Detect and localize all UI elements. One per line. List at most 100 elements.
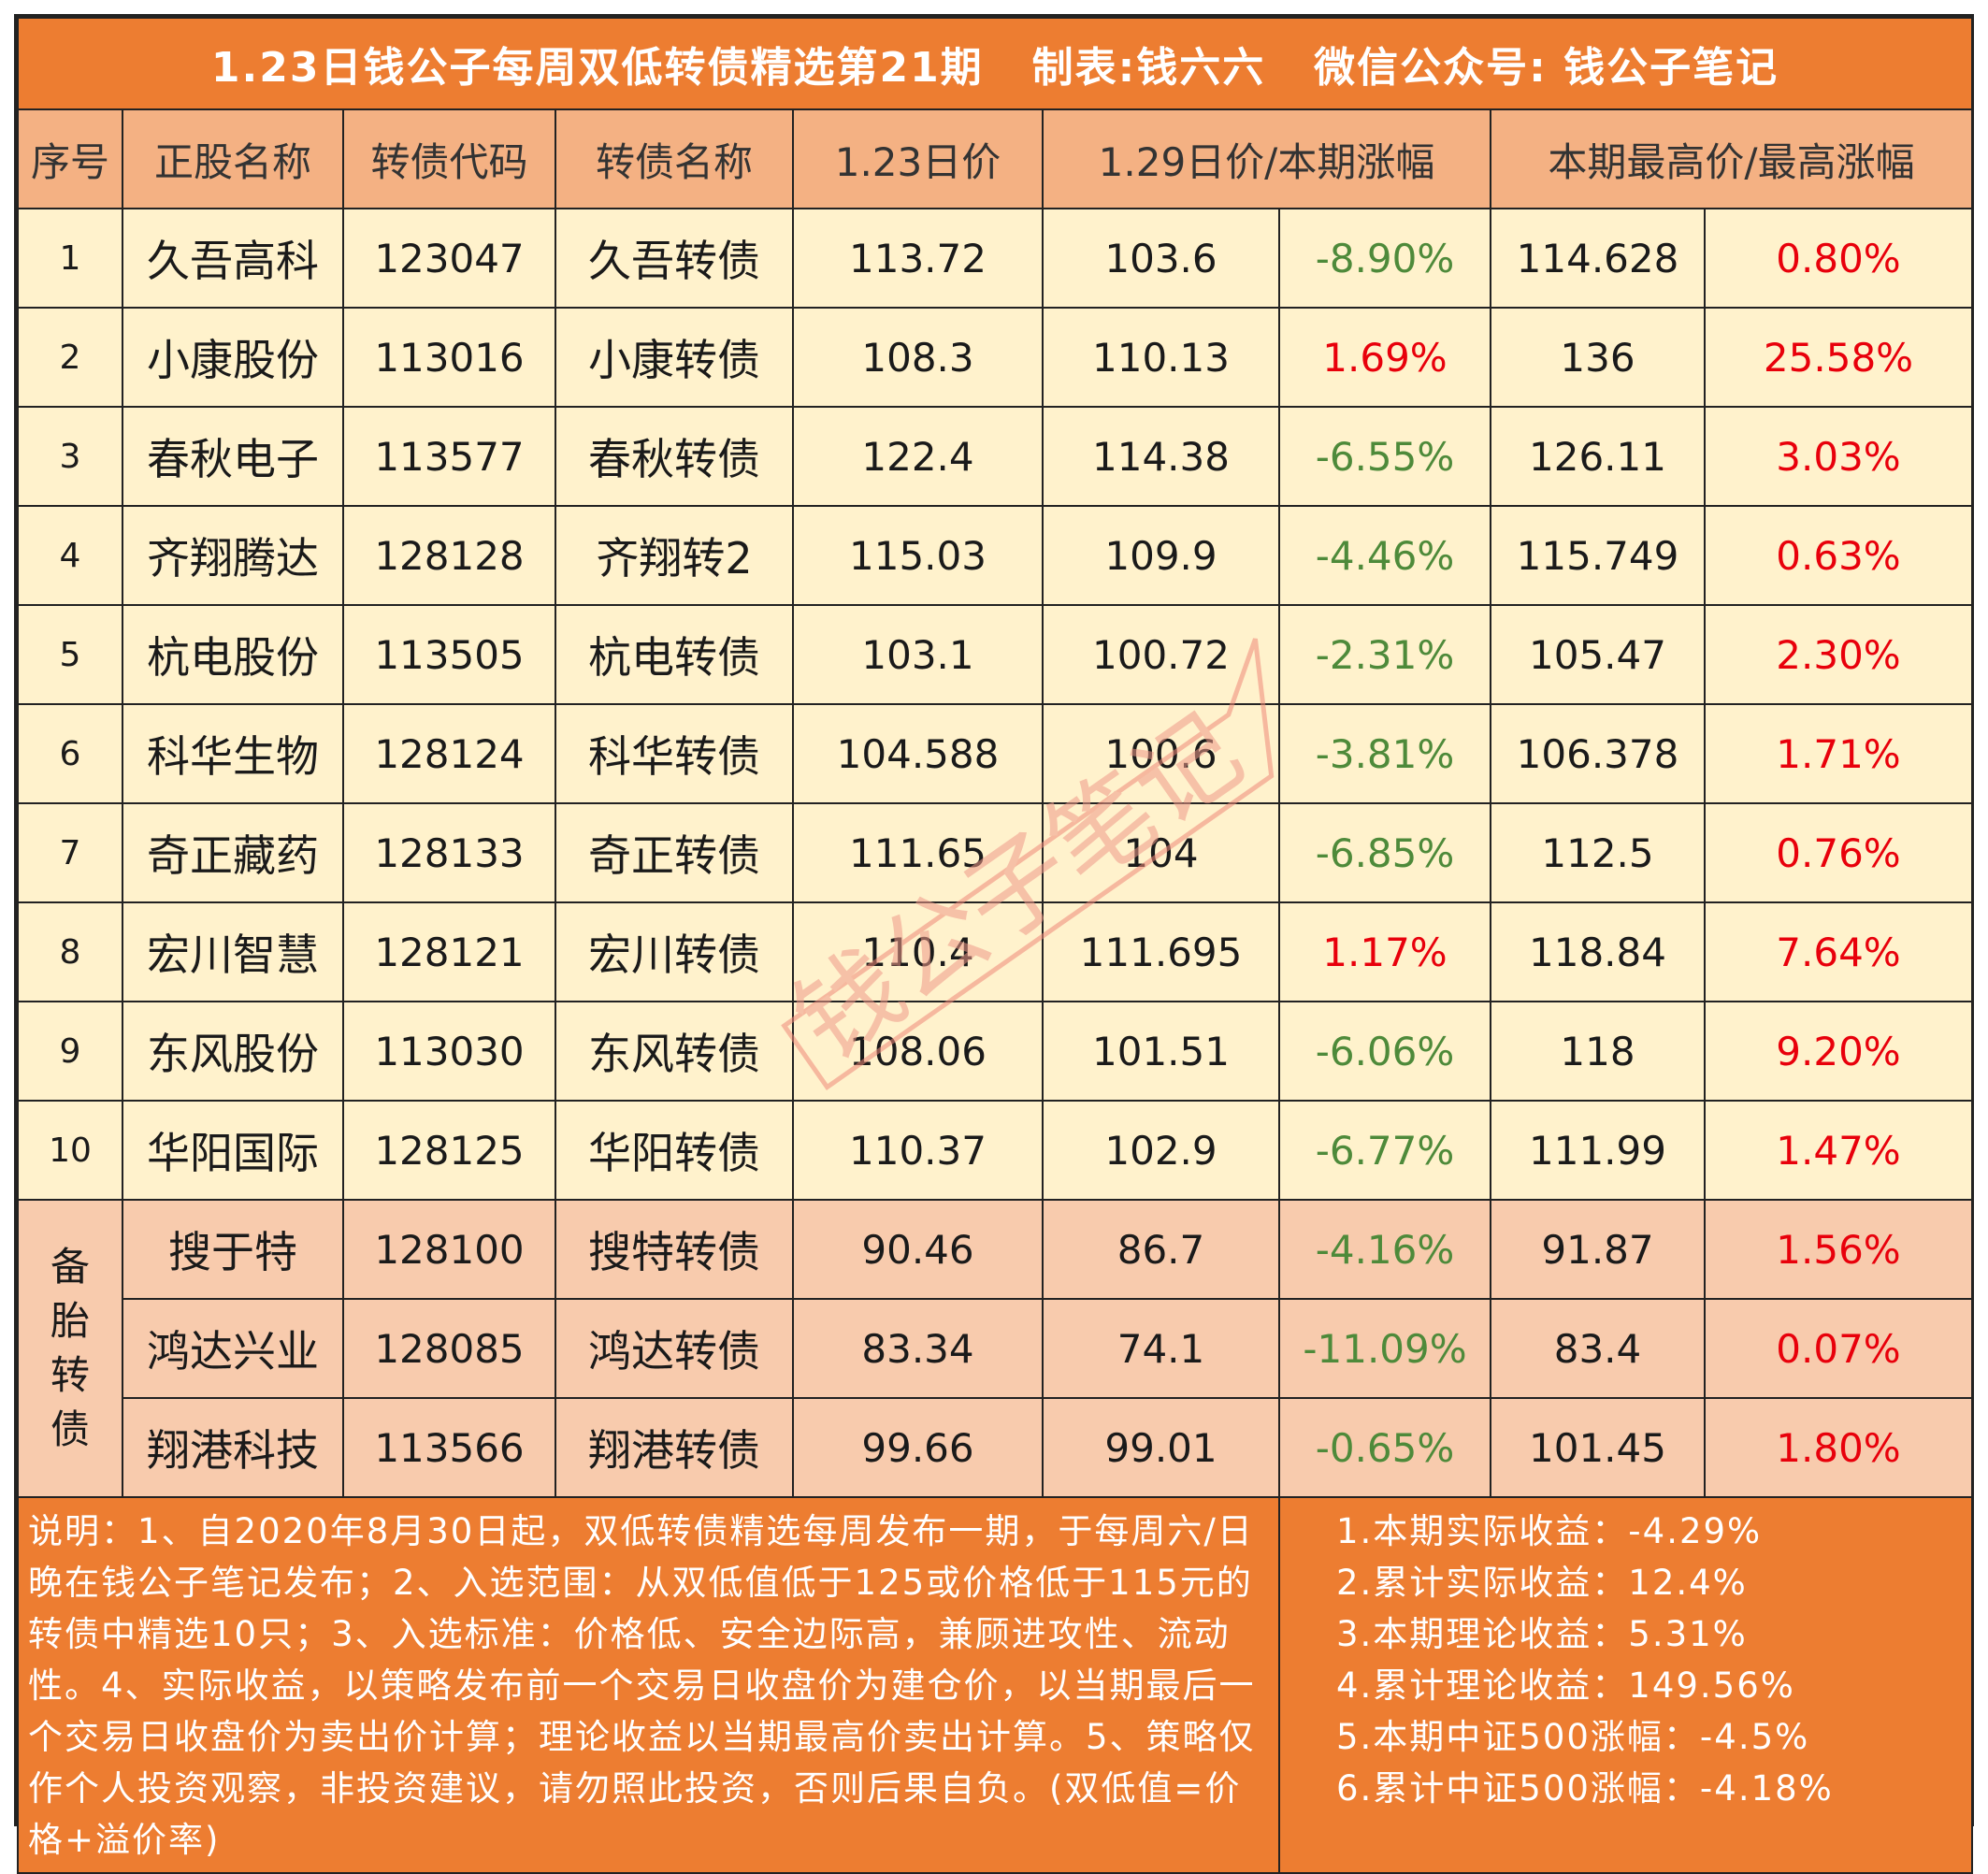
cell-change: 1.17%	[1278, 901, 1491, 1002]
cell-index: 2	[17, 307, 123, 408]
cell-stock-name: 华阳国际	[122, 1100, 344, 1201]
cell-high-change: 0.63%	[1704, 505, 1973, 606]
bond-table-sheet: 1.23日钱公子每周双低转债精选第21期 制表:钱六六 微信公众号: 钱公子笔记…	[14, 14, 1974, 1874]
cell-bond-name: 宏川转债	[555, 901, 794, 1002]
cell-bond-code: 128133	[342, 802, 556, 903]
notes-row: 说明：1、自2020年8月30日起，双低转债精选每周发布一期，于每周六/日晚在钱…	[17, 1496, 1973, 1874]
cell-high-change: 1.56%	[1704, 1199, 1973, 1300]
cell-change: -3.81%	[1278, 703, 1491, 804]
cell-high-price: 105.47	[1490, 604, 1706, 705]
spare-row: 备胎转债 搜于特 128100 搜特转债 90.46 86.7 -4.16% 91.87 1.5…	[17, 1199, 1973, 1498]
cell-price-end: 74.1	[1042, 1298, 1280, 1399]
cell-bond-name: 春秋转债	[555, 406, 794, 507]
cell-price-start: 111.65	[792, 802, 1044, 903]
cell-high-price: 91.87	[1490, 1199, 1706, 1300]
cell-bond-code: 113505	[342, 604, 556, 705]
cell-bond-code: 113016	[342, 307, 556, 408]
table-row: 8 宏川智慧 128121 宏川转债 110.4 111.695 1.17% 118.84 7.…	[17, 901, 1973, 1002]
summary-line: 2.累计实际收益：12.4%	[1336, 1563, 1748, 1603]
cell-change: -6.06%	[1278, 1001, 1491, 1102]
cell-high-change: 1.47%	[1704, 1100, 1973, 1201]
spare-row: 翔港科技 113566 翔港转债 99.66 99.01 -0.65% 101.45 1.80…	[18, 1397, 1973, 1498]
cell-bond-name: 搜特转债	[555, 1199, 794, 1300]
cell-price-end: 110.13	[1042, 307, 1280, 408]
cell-bond-name: 华阳转债	[555, 1100, 794, 1201]
spare-label-text: 备胎转债	[50, 1244, 90, 1452]
bond-table: 1.23日钱公子每周双低转债精选第21期 制表:钱六六 微信公众号: 钱公子笔记…	[17, 17, 1973, 1874]
cell-bond-name: 小康转债	[555, 307, 794, 408]
cell-price-end: 109.9	[1042, 505, 1280, 606]
cell-high-price: 106.378	[1490, 703, 1706, 804]
cell-index: 3	[17, 406, 123, 507]
cell-price-end: 102.9	[1042, 1100, 1280, 1201]
cell-stock-name: 科华生物	[122, 703, 344, 804]
cell-price-start: 122.4	[792, 406, 1044, 507]
cell-price-start: 108.3	[792, 307, 1044, 408]
cell-index: 1	[17, 208, 123, 309]
cell-price-start: 103.1	[792, 604, 1044, 705]
cell-high-change: 3.03%	[1704, 406, 1973, 507]
cell-high-price: 136	[1490, 307, 1706, 408]
cell-price-end: 100.72	[1042, 604, 1280, 705]
cell-high-price: 118.84	[1490, 901, 1706, 1002]
header-price-start: 1.23日价	[792, 108, 1044, 209]
cell-change: -6.55%	[1278, 406, 1491, 507]
cell-bond-name: 杭电转债	[555, 604, 794, 705]
cell-high-price: 115.749	[1490, 505, 1706, 606]
header-bond-code: 转债代码	[342, 108, 556, 209]
cell-high-price: 83.4	[1490, 1298, 1706, 1399]
cell-stock-name: 鸿达兴业	[122, 1298, 344, 1399]
cell-bond-name: 翔港转债	[555, 1397, 794, 1498]
cell-stock-name: 杭电股份	[122, 604, 344, 705]
cell-price-end: 100.6	[1042, 703, 1280, 804]
cell-price-end: 99.01	[1042, 1397, 1280, 1498]
cell-change: -11.09%	[1278, 1298, 1491, 1399]
cell-bond-code: 113030	[342, 1001, 556, 1102]
cell-change: -6.77%	[1278, 1100, 1491, 1201]
cell-high-change: 9.20%	[1704, 1001, 1973, 1102]
table-row: 10 华阳国际 128125 华阳转债 110.37 102.9 -6.77% 111.99 1…	[17, 1100, 1973, 1201]
cell-high-change: 25.58%	[1704, 307, 1973, 408]
cell-bond-code: 128100	[342, 1199, 556, 1300]
cell-index: 7	[17, 802, 123, 903]
header-row: 序号 正股名称 转债代码 转债名称 1.23日价 1.29日价/本期涨幅 本期最…	[17, 108, 1973, 209]
cell-bond-name: 齐翔转2	[555, 505, 794, 606]
cell-bond-name: 鸿达转债	[555, 1298, 794, 1399]
summary-line: 4.累计理论收益：149.56%	[1336, 1665, 1795, 1706]
cell-high-change: 0.76%	[1704, 802, 1973, 903]
cell-high-change: 7.64%	[1704, 901, 1973, 1002]
cell-bond-code: 128124	[342, 703, 556, 804]
cell-bond-code: 128085	[342, 1298, 556, 1399]
table-row: 7 奇正藏药 128133 奇正转债 111.65 104 -6.85% 112.5 0.76%	[17, 802, 1973, 903]
cell-price-end: 101.51	[1042, 1001, 1280, 1102]
header-price-end-change: 1.29日价/本期涨幅	[1042, 108, 1491, 209]
cell-stock-name: 搜于特	[122, 1199, 344, 1300]
cell-price-end: 104	[1042, 802, 1280, 903]
cell-bond-name: 东风转债	[555, 1001, 794, 1102]
cell-price-start: 99.66	[792, 1397, 1044, 1498]
cell-high-price: 101.45	[1490, 1397, 1706, 1498]
cell-change: -2.31%	[1278, 604, 1491, 705]
cell-bond-code: 128128	[342, 505, 556, 606]
cell-stock-name: 翔港科技	[122, 1397, 344, 1498]
cell-bond-code: 113577	[342, 406, 556, 507]
cell-high-change: 1.71%	[1704, 703, 1973, 804]
cell-price-start: 83.34	[792, 1298, 1044, 1399]
spare-row: 鸿达兴业 128085 鸿达转债 83.34 74.1 -11.09% 83.4 0.07%	[18, 1298, 1973, 1399]
cell-stock-name: 小康股份	[122, 307, 344, 408]
cell-index: 8	[17, 901, 123, 1002]
cell-change: 1.69%	[1278, 307, 1491, 408]
table-row: 6 科华生物 128124 科华转债 104.588 100.6 -3.81% 106.378…	[17, 703, 1973, 804]
cell-bond-code: 113566	[342, 1397, 556, 1498]
notes-text: 说明：1、自2020年8月30日起，双低转债精选每周发布一期，于每周六/日晚在钱…	[17, 1496, 1280, 1874]
cell-bond-name: 奇正转债	[555, 802, 794, 903]
header-index: 序号	[17, 108, 123, 209]
cell-high-change: 0.07%	[1704, 1298, 1973, 1399]
cell-stock-name: 奇正藏药	[122, 802, 344, 903]
cell-change: -6.85%	[1278, 802, 1491, 903]
cell-stock-name: 东风股份	[122, 1001, 344, 1102]
cell-change: -8.90%	[1278, 208, 1491, 309]
cell-price-start: 104.588	[792, 703, 1044, 804]
cell-high-change: 2.30%	[1704, 604, 1973, 705]
cell-price-end: 111.695	[1042, 901, 1280, 1002]
